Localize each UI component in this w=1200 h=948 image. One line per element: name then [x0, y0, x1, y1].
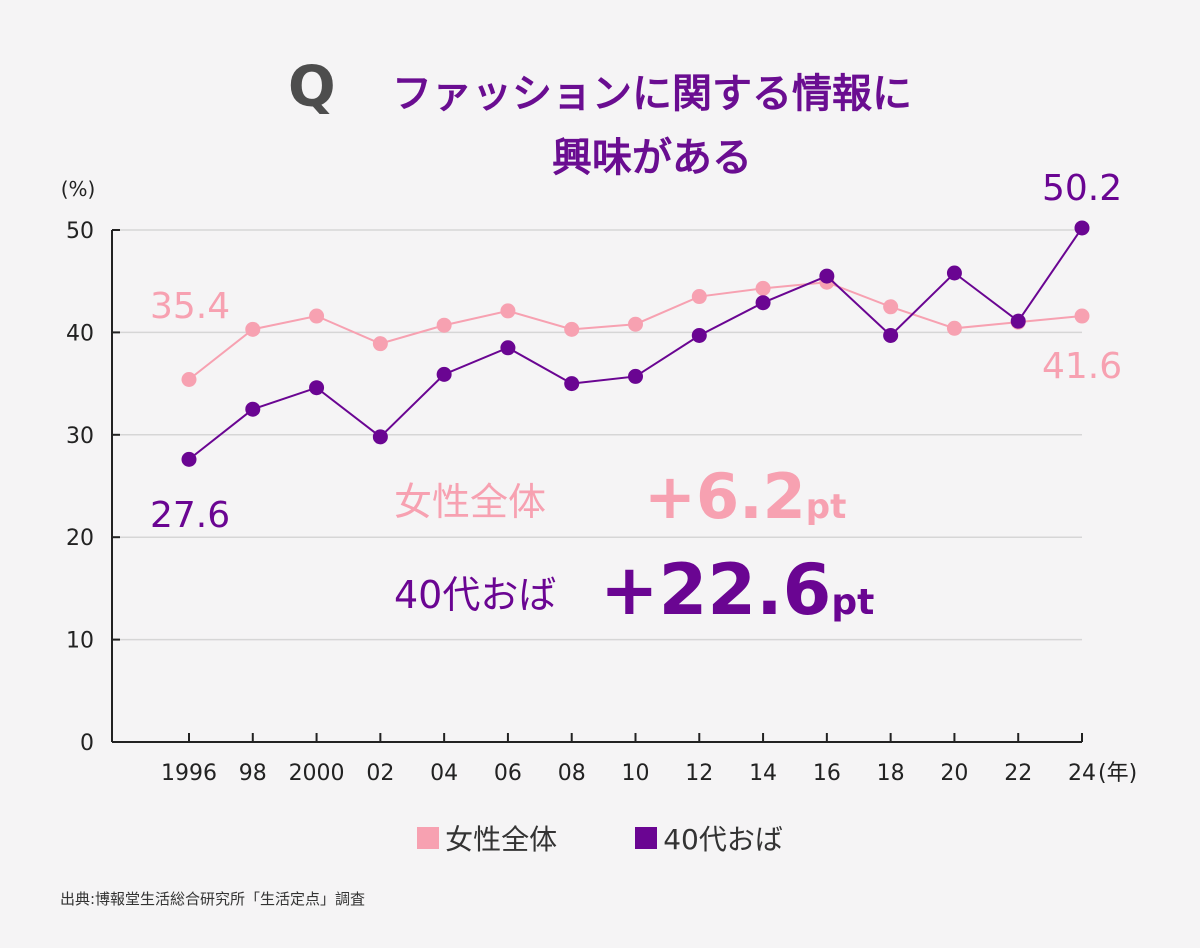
labels-group: 35.4 41.6 27.6 50.2 [150, 168, 1122, 536]
legend-label-women: 女性全体 [445, 823, 558, 856]
chart-title: ファッションに関する情報に 興味がある [372, 62, 932, 190]
legend-swatch-women [417, 827, 440, 849]
series-0-point-1996 [181, 372, 197, 388]
y-tick-label-40: 40 [66, 321, 94, 346]
x-tick-label-2000: 2000 [289, 761, 345, 786]
series-0-point-24 [1074, 308, 1090, 324]
x-tick-label-22: 22 [1004, 761, 1032, 786]
annotation-forties-change-value: +22.6 [600, 549, 831, 631]
x-tick-label-10: 10 [622, 761, 650, 786]
series-1-point-1996 [181, 451, 197, 467]
x-tick-label-04: 04 [430, 761, 458, 786]
source-note: 出典:博報堂生活総合研究所「生活定点」調査 [60, 890, 366, 908]
series-0-point-02 [372, 336, 388, 352]
series-line-1 [188, 227, 1083, 461]
legend-item-women: 女性全体 [417, 818, 557, 858]
x-tick-label-06: 06 [494, 761, 522, 786]
x-tick-label-14: 14 [749, 761, 777, 786]
x-tick-label-1996: 1996 [161, 761, 217, 786]
annotation-women-change: +6.2pt [644, 460, 846, 533]
annotation-women-change-unit: pt [806, 487, 847, 527]
data-label-women-last: 41.6 [1042, 346, 1122, 387]
series-0-point-14 [755, 280, 771, 296]
series-group [181, 220, 1090, 467]
series-1-point-22 [1010, 313, 1026, 329]
x-axis-unit-label: (年) [1098, 761, 1137, 786]
series-0-point-08 [564, 321, 580, 337]
legend-item-forties: 40代おば [635, 818, 783, 858]
series-1-point-20 [946, 265, 962, 281]
series-1-point-02 [372, 429, 388, 445]
legend-label-forties: 40代おば [663, 823, 783, 856]
question-mark-q: Q [288, 55, 336, 120]
series-1-point-08 [564, 376, 580, 392]
data-label-forties-last: 50.2 [1042, 168, 1122, 209]
annotation-women-change-value: +6.2 [644, 460, 806, 533]
series-0-point-18 [883, 299, 899, 315]
chart-title-line1: ファッションに関する情報に [392, 71, 912, 117]
y-tick-label-30: 30 [66, 424, 94, 449]
series-0-point-12 [691, 289, 707, 305]
series-1-point-24 [1074, 220, 1090, 236]
x-tick-label-98: 98 [239, 761, 267, 786]
x-tick-label-08: 08 [558, 761, 586, 786]
series-1-point-98 [245, 401, 261, 417]
y-tick-label-20: 20 [66, 526, 94, 551]
series-0-point-10 [628, 316, 643, 332]
series-1-point-18 [883, 327, 899, 343]
y-axis-unit-label: (%) [61, 177, 96, 201]
annotation-forties-change: +22.6pt [600, 549, 874, 631]
line-chart: 0 10 20 30 40 50 (%) 1996 98 2000 02 04 06 08 10 12 14 16… [61, 168, 1137, 786]
y-tick-label-10: 10 [66, 629, 94, 654]
series-0-point-2000 [309, 308, 325, 324]
x-tick-label-16: 16 [813, 761, 841, 786]
series-0-point-06 [500, 303, 516, 319]
data-label-women-first: 35.4 [150, 286, 230, 327]
legend-swatch-forties [635, 827, 658, 849]
x-tick-label-20: 20 [940, 761, 968, 786]
annotation-women-label: 女性全体 [394, 480, 546, 524]
series-1-point-04 [436, 366, 452, 382]
annotation-forties-label: 40代おば [394, 573, 556, 617]
series-1-point-10 [628, 368, 643, 384]
x-tick-label-18: 18 [877, 761, 905, 786]
data-label-forties-first: 27.6 [150, 495, 230, 536]
series-1-point-16 [819, 268, 835, 284]
x-tick-label-02: 02 [366, 761, 394, 786]
grid-lines [112, 229, 1082, 641]
x-tick-label-12: 12 [685, 761, 713, 786]
y-tick-label-50: 50 [66, 219, 94, 244]
chart-title-line2: 興味がある [552, 135, 752, 181]
series-1-point-2000 [309, 380, 325, 396]
series-1-point-12 [691, 327, 707, 343]
legend: 女性全体 40代おば [0, 818, 1200, 858]
series-1-point-06 [500, 340, 516, 356]
y-tick-label-0: 0 [80, 731, 94, 756]
series-0-point-20 [946, 320, 962, 336]
series-1-point-14 [755, 295, 771, 311]
annotation-forties-change-unit: pt [831, 582, 874, 623]
series-0-point-98 [245, 321, 261, 337]
x-tick-label-24: 24 [1068, 761, 1096, 786]
axes: 0 10 20 30 40 50 (%) 1996 98 2000 02 04 06 08 10 12 14 16… [61, 177, 1137, 786]
series-0-point-04 [436, 317, 452, 333]
